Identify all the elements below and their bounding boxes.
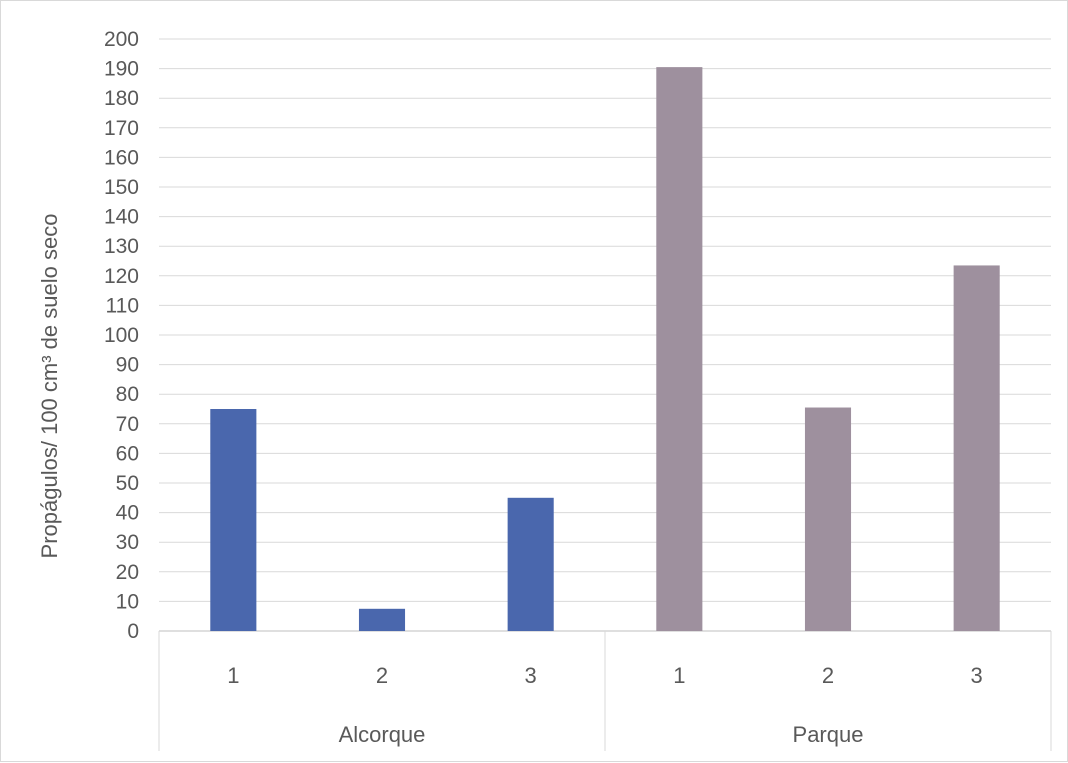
y-tick-label: 130 bbox=[104, 235, 139, 258]
bars bbox=[210, 67, 1000, 632]
y-tick-label: 150 bbox=[104, 176, 139, 199]
y-tick-label: 80 bbox=[116, 383, 139, 406]
y-tick-label: 60 bbox=[116, 442, 139, 465]
bar bbox=[210, 409, 257, 631]
y-tick-label: 110 bbox=[106, 294, 139, 317]
bar bbox=[358, 608, 406, 631]
y-tick-label: 140 bbox=[104, 206, 139, 229]
y-tick-label: 100 bbox=[104, 324, 139, 347]
y-axis-ticks: 0 10 20 30 40 50 60 70 80 90 100 110 120 130 140 150 160… bbox=[104, 28, 139, 643]
y-tick-label: 180 bbox=[104, 87, 139, 110]
x-axis: 1 2 3 Alcorque 1 2 3 Parque bbox=[158, 631, 1052, 751]
x-category-label: 2 bbox=[376, 663, 388, 688]
x-group-label: Parque bbox=[793, 722, 864, 747]
y-tick-label: 0 bbox=[127, 620, 139, 643]
y-tick-label: 50 bbox=[116, 472, 139, 495]
y-tick-label: 30 bbox=[116, 531, 139, 554]
y-tick-label: 120 bbox=[104, 265, 139, 288]
y-tick-label: 170 bbox=[104, 117, 139, 140]
y-tick-label: 40 bbox=[116, 502, 139, 525]
bar bbox=[507, 497, 554, 631]
y-tick-label: 20 bbox=[116, 561, 139, 584]
y-tick-label: 190 bbox=[104, 58, 139, 81]
x-category-label: 1 bbox=[673, 663, 685, 688]
x-category-label: 3 bbox=[525, 663, 537, 688]
gridlines bbox=[159, 38, 1051, 632]
y-tick-label: 200 bbox=[104, 28, 139, 51]
y-tick-label: 10 bbox=[116, 590, 139, 613]
y-tick-label: 70 bbox=[116, 413, 139, 436]
y-tick-label: 90 bbox=[116, 354, 139, 377]
x-category-label: 1 bbox=[227, 663, 239, 688]
y-axis-label: Propágulos/ 100 cm³ de suelo seco bbox=[37, 214, 62, 559]
x-group-label: Alcorque bbox=[339, 722, 426, 747]
x-category-label: 2 bbox=[822, 663, 834, 688]
y-tick-label: 160 bbox=[104, 146, 139, 169]
x-category-label: 3 bbox=[971, 663, 983, 688]
bar bbox=[656, 67, 703, 632]
bar bbox=[953, 265, 1000, 631]
bar bbox=[804, 407, 852, 631]
